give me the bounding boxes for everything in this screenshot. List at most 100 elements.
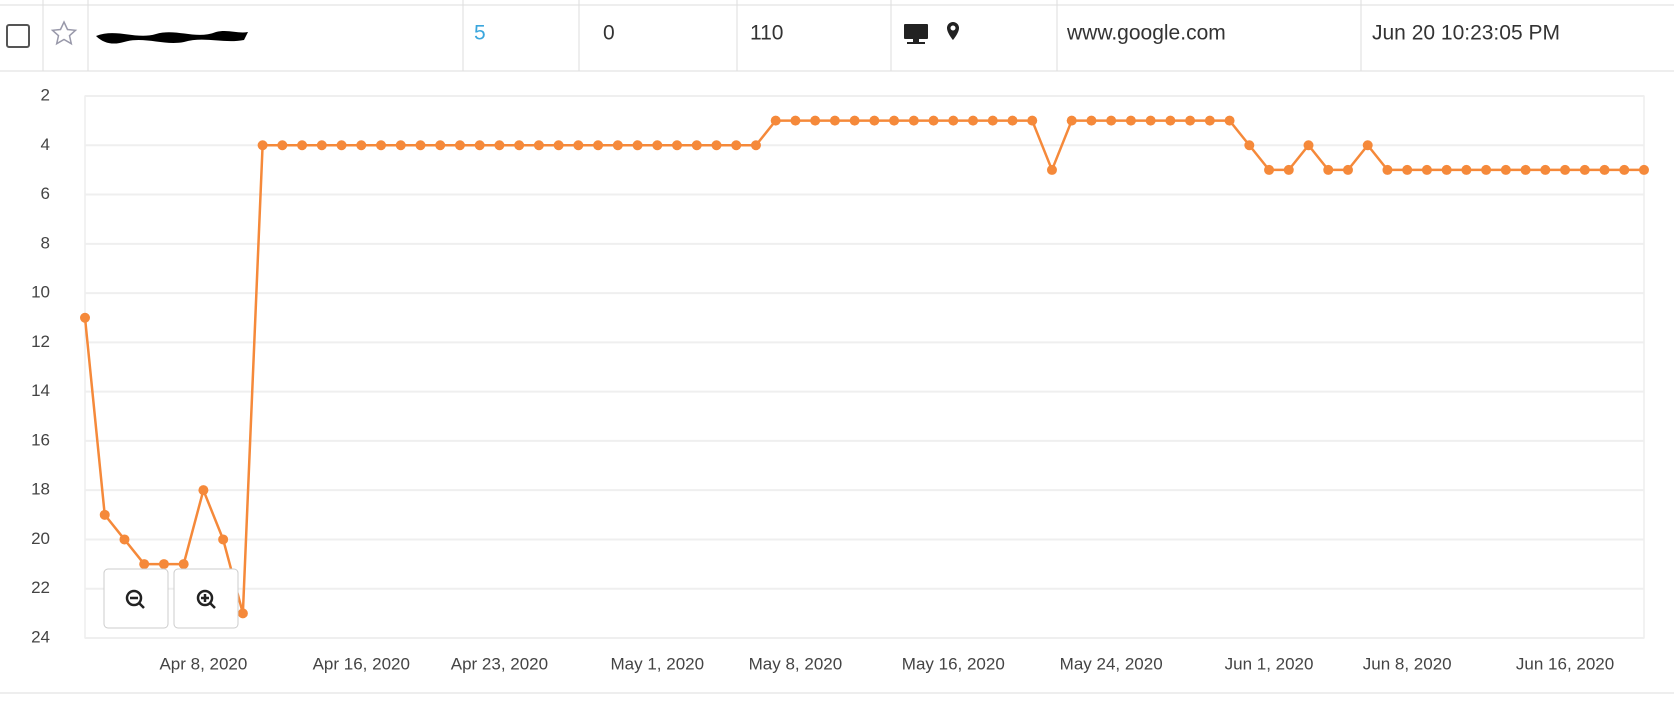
zoom-out-icon	[130, 596, 145, 609]
updated: Jun 20 10:23:05 PM	[1372, 22, 1560, 45]
point	[1560, 164, 1571, 175]
y-tick-label: 22	[31, 578, 50, 597]
point	[1165, 115, 1176, 126]
plot-area	[84, 95, 1645, 639]
point	[672, 140, 683, 151]
point	[770, 115, 781, 126]
point	[356, 140, 367, 151]
point	[593, 140, 604, 151]
point	[553, 140, 564, 151]
point	[790, 115, 801, 126]
x-tick-label: May 8, 2020	[749, 654, 843, 673]
point	[376, 140, 387, 151]
point	[691, 140, 702, 151]
point	[514, 140, 525, 151]
point	[277, 140, 288, 151]
y-tick-label: 14	[31, 381, 50, 400]
point	[1244, 140, 1255, 151]
point	[80, 312, 90, 323]
point	[336, 140, 347, 151]
point	[1027, 115, 1038, 126]
point	[889, 115, 900, 126]
point	[139, 559, 150, 570]
y-tick-label: 18	[31, 480, 50, 499]
point	[474, 140, 485, 151]
point	[1619, 164, 1630, 175]
point	[1639, 164, 1649, 175]
point	[1461, 164, 1472, 175]
point	[494, 140, 505, 151]
zoom-controls	[103, 568, 239, 629]
point	[948, 115, 959, 126]
point	[178, 559, 189, 570]
point	[435, 140, 446, 151]
change: 0	[603, 22, 615, 45]
point	[395, 140, 406, 151]
point	[711, 140, 722, 151]
point	[968, 115, 979, 126]
location-icon	[947, 22, 959, 40]
zoom-in-icon	[196, 589, 214, 607]
y-tick-label: 4	[41, 135, 50, 154]
redacted-name	[96, 31, 248, 44]
point	[297, 140, 308, 151]
point	[987, 115, 998, 126]
point	[1303, 140, 1314, 151]
point	[810, 115, 821, 126]
point	[1204, 115, 1215, 126]
point	[750, 140, 761, 151]
point	[1007, 115, 1018, 126]
point	[119, 534, 130, 545]
x-tick-label: Apr 23, 2020	[451, 654, 548, 673]
x-tick-label: Jun 1, 2020	[1225, 654, 1314, 673]
star-icon[interactable]	[50, 20, 78, 46]
y-tick-label: 2	[41, 85, 50, 104]
point	[632, 140, 643, 151]
point	[573, 140, 584, 151]
point	[1402, 164, 1413, 175]
x-tick-label: Jun 8, 2020	[1363, 654, 1452, 673]
position[interactable]: 5	[474, 22, 486, 45]
y-tick-label: 16	[31, 430, 50, 449]
point	[533, 140, 544, 151]
zoom-out-icon	[125, 589, 143, 607]
x-tick-label: May 1, 2020	[611, 654, 705, 673]
point	[415, 140, 426, 151]
y-tick-label: 24	[31, 627, 50, 646]
point	[1086, 115, 1097, 126]
point	[1283, 164, 1294, 175]
url: www.google.com	[1066, 22, 1226, 45]
point	[1066, 115, 1077, 126]
point	[1421, 164, 1432, 175]
point	[1362, 140, 1373, 151]
point	[849, 115, 860, 126]
point	[1520, 164, 1531, 175]
x-tick-label: Apr 8, 2020	[159, 654, 247, 673]
point	[257, 140, 268, 151]
point	[198, 485, 209, 496]
point	[1046, 164, 1057, 175]
checkbox[interactable]	[6, 24, 30, 48]
point	[1125, 115, 1136, 126]
point	[1342, 164, 1353, 175]
device-icon	[904, 24, 928, 44]
point	[1224, 115, 1235, 126]
x-tick-label: May 24, 2020	[1060, 654, 1163, 673]
y-tick-label: 10	[31, 283, 50, 302]
point	[652, 140, 663, 151]
point	[869, 115, 880, 126]
point	[218, 534, 229, 545]
point	[1382, 164, 1393, 175]
point	[1145, 115, 1156, 126]
point	[237, 608, 248, 619]
y-tick-label: 12	[31, 332, 50, 351]
point	[1185, 115, 1196, 126]
point	[1441, 164, 1452, 175]
cell-dividers	[42, 0, 1362, 71]
point	[1106, 115, 1117, 126]
x-tick-label: Jun 16, 2020	[1516, 654, 1614, 673]
